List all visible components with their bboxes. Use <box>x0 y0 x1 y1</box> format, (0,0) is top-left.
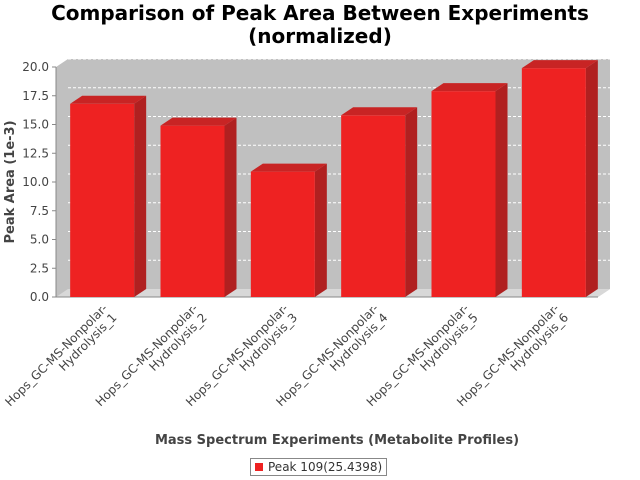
bar-top <box>341 107 418 116</box>
bar-side <box>224 117 237 298</box>
bar <box>341 115 406 297</box>
bar <box>250 171 315 297</box>
bar-side <box>134 95 147 297</box>
chart-title-block: Comparison of Peak Area Between Experime… <box>0 2 640 48</box>
y-axis-label: Peak Area (1e-3) <box>3 120 18 243</box>
bar-side <box>314 163 327 297</box>
bar-top <box>521 60 598 69</box>
bar <box>431 91 496 298</box>
x-axis-label: Mass Spectrum Experiments (Metabolite Pr… <box>155 433 519 448</box>
y-tick-label: 12.5 <box>22 146 49 160</box>
bar <box>160 125 225 298</box>
y-tick-label: 0.0 <box>30 290 49 304</box>
bar-top <box>160 117 237 126</box>
bar-top <box>250 163 327 172</box>
bar-side <box>495 83 508 298</box>
y-tick-label: 5.0 <box>30 233 49 247</box>
bar-top <box>431 83 508 92</box>
legend-swatch <box>255 463 263 471</box>
bar <box>521 68 586 298</box>
legend: Peak 109(25.4398) <box>250 458 388 476</box>
y-tick-label: 2.5 <box>30 261 49 275</box>
y-tick-label: 15.0 <box>22 118 49 132</box>
y-tick-label: 17.5 <box>22 89 49 103</box>
legend-label: Peak 109(25.4398) <box>268 460 383 474</box>
y-tick-label: 7.5 <box>30 204 49 218</box>
bar-side <box>405 107 418 297</box>
y-tick-label: 10.0 <box>22 175 49 189</box>
chart-subtitle: (normalized) <box>248 24 392 48</box>
bar <box>70 103 135 297</box>
bar-top <box>70 95 147 104</box>
chart-title: Comparison of Peak Area Between Experime… <box>51 1 589 25</box>
y-tick-label: 20.0 <box>22 60 49 74</box>
bar-side <box>585 60 598 298</box>
